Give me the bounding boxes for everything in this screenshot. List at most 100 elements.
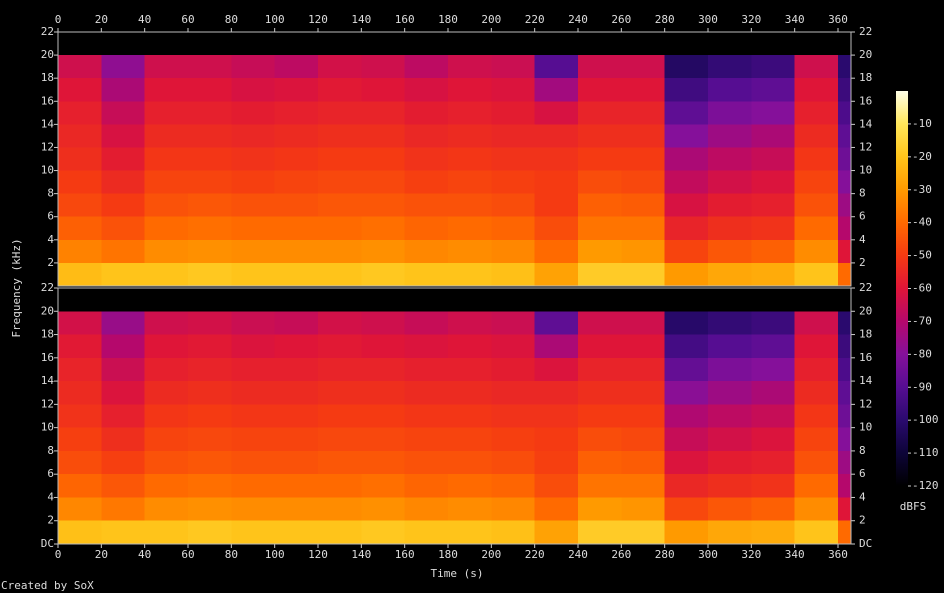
heat-cell: [58, 262, 102, 286]
heat-cell: [361, 520, 405, 544]
heat-cell: [708, 147, 752, 171]
heat-cell: [144, 404, 188, 428]
x-tick-label: 200: [481, 548, 501, 561]
y-tick-label-right: 14: [859, 117, 873, 130]
heat-cell: [361, 216, 405, 240]
heat-cell: [361, 381, 405, 405]
colorbar-tick-label: -10: [912, 117, 932, 130]
heat-cell: [404, 239, 448, 263]
heat-cell: [708, 334, 752, 358]
heat-cell: [274, 32, 318, 56]
heat-cell: [838, 520, 851, 544]
y-tick-label-right: 20: [859, 304, 872, 317]
heat-cell: [361, 262, 405, 286]
heat-cell: [361, 147, 405, 171]
heat-cell: [534, 147, 578, 171]
colorbar-tick-label: -70: [912, 314, 932, 327]
heat-cell: [708, 381, 752, 405]
x-tick-label: 80: [225, 548, 238, 561]
heat-cell: [578, 497, 622, 521]
heat-cell: [231, 474, 275, 498]
heat-cell: [838, 404, 851, 428]
heat-cell: [101, 262, 145, 286]
heat-cell: [274, 381, 318, 405]
heat-cell: [58, 381, 102, 405]
y-tick-label-left: 10: [41, 164, 54, 177]
heat-cell: [621, 147, 665, 171]
heat-cell: [274, 216, 318, 240]
x-tick-label: 360: [828, 548, 848, 561]
heat-cell: [231, 334, 275, 358]
heat-cell: [231, 55, 275, 79]
heat-cell: [664, 147, 708, 171]
x-tick-label: 280: [655, 548, 675, 561]
heat-cell: [101, 124, 145, 148]
heat-cell: [318, 216, 362, 240]
heat-cell: [751, 239, 795, 263]
heat-cell: [578, 124, 622, 148]
heat-cell: [534, 101, 578, 125]
heat-cell: [58, 474, 102, 498]
heat-cell: [534, 357, 578, 382]
x-tick-label: 320: [741, 13, 761, 26]
heat-cell: [361, 78, 405, 102]
heat-cell: [578, 216, 622, 240]
heat-cell: [534, 55, 578, 79]
heat-cell: [838, 55, 851, 79]
heat-cell: [188, 55, 232, 79]
heat-cell: [751, 193, 795, 217]
heat-cell: [664, 239, 708, 263]
x-axis-label: Time (s): [431, 567, 484, 580]
heat-cell: [621, 427, 665, 451]
heat-cell: [621, 311, 665, 335]
heat-cell: [751, 474, 795, 498]
heat-cell: [231, 101, 275, 125]
heat-cell: [534, 32, 578, 56]
heat-cell: [838, 170, 851, 194]
heat-cell: [708, 357, 752, 382]
y-tick-label-right: 16: [859, 94, 872, 107]
heat-cell: [404, 427, 448, 451]
y-tick-label-left: 2: [47, 514, 54, 527]
heat-cell: [491, 101, 535, 125]
heat-cell: [361, 357, 405, 382]
heat-cell: [274, 520, 318, 544]
footer: Created by SoX: [1, 579, 94, 592]
heat-cell: [404, 216, 448, 240]
heat-cell: [794, 124, 838, 148]
heat-cell: [58, 288, 102, 312]
x-tick-label: 140: [351, 13, 371, 26]
heat-cell: [534, 427, 578, 451]
heat-cell: [621, 404, 665, 428]
heat-cell: [231, 450, 275, 475]
heat-cell: [318, 497, 362, 521]
heat-cell: [664, 124, 708, 148]
heat-cell: [318, 311, 362, 335]
heat-cell: [274, 311, 318, 335]
heat-cell: [794, 288, 838, 312]
x-tick-label: 0: [55, 13, 62, 26]
heat-cell: [708, 55, 752, 79]
heat-cell: [58, 55, 102, 79]
heat-cell: [491, 262, 535, 286]
heat-cell: [274, 170, 318, 194]
heat-cell: [231, 170, 275, 194]
heat-cell: [318, 520, 362, 544]
heat-cell: [101, 334, 145, 358]
heat-cell: [578, 262, 622, 286]
heat-cell: [361, 32, 405, 56]
heat-cell: [448, 311, 492, 335]
heat-cell: [404, 381, 448, 405]
y-tick-label-left: 22: [41, 25, 54, 38]
heat-cell: [838, 193, 851, 217]
heat-cell: [144, 239, 188, 263]
plot-frame: [57, 31, 852, 287]
heat-cell: [144, 474, 188, 498]
heat-cell: [144, 357, 188, 382]
heat-cell: [751, 262, 795, 286]
x-tick-label: 160: [395, 13, 415, 26]
heat-cell: [58, 78, 102, 102]
heat-cell: [188, 520, 232, 544]
heat-cell: [578, 311, 622, 335]
heat-cell: [361, 170, 405, 194]
